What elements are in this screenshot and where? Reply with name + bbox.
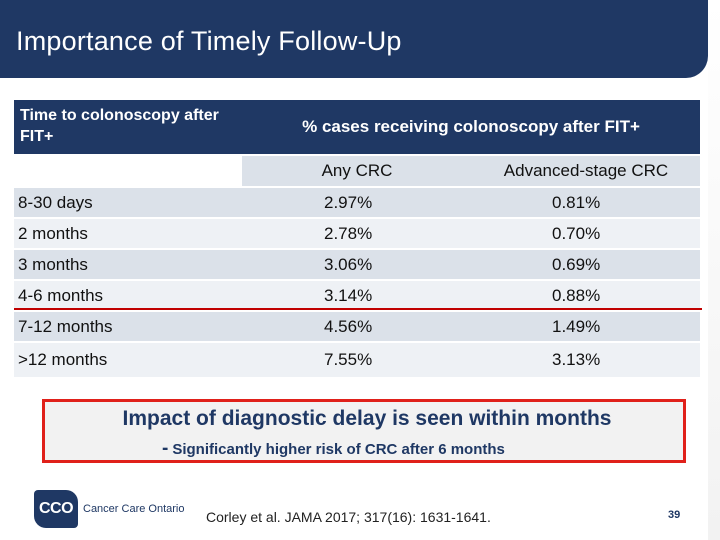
cco-logo-mark: CCO — [34, 490, 78, 528]
header-percent-cases: % cases receiving colonoscopy after FIT+ — [242, 100, 700, 154]
right-edge-strip — [708, 0, 720, 540]
subheader-any-crc: Any CRC — [242, 156, 472, 186]
cco-logo: CCO Cancer Care Ontario — [34, 490, 185, 528]
any-crc-value: 3.06% — [242, 250, 472, 279]
row-label: 2 months — [14, 219, 242, 248]
row-label: 3 months — [14, 250, 242, 279]
row-label: 8-30 days — [14, 188, 242, 217]
table-row: 7-12 months 4.56% 1.49% — [14, 312, 700, 341]
impact-sub-label: Significantly higher risk of CRC after 6… — [172, 441, 505, 458]
advanced-crc-value: 0.81% — [472, 188, 700, 217]
slide-title: Importance of Timely Follow-Up — [16, 26, 402, 56]
table-row: 4-6 months 3.14% 0.88% — [14, 281, 700, 310]
advanced-crc-value: 0.69% — [472, 250, 700, 279]
impact-callout: Impact of diagnostic delay is seen withi… — [42, 399, 686, 463]
impact-sub-text: - Significantly higher risk of CRC after … — [162, 438, 505, 460]
any-crc-value: 2.97% — [242, 188, 472, 217]
row-label: 7-12 months — [14, 312, 242, 341]
any-crc-value: 3.14% — [242, 281, 472, 310]
any-crc-value: 7.55% — [242, 343, 472, 377]
row-label: >12 months — [14, 343, 242, 377]
subheader-blank — [14, 156, 242, 186]
table-row: >12 months 7.55% 3.13% — [14, 343, 700, 377]
table-row: 8-30 days 2.97% 0.81% — [14, 188, 700, 217]
advanced-crc-value: 0.88% — [472, 281, 700, 310]
advanced-crc-value: 3.13% — [472, 343, 700, 377]
follow-up-table: Time to colonoscopy after FIT+ % cases r… — [14, 98, 700, 379]
table-row: 2 months 2.78% 0.70% — [14, 219, 700, 248]
table-subheader-row: Any CRC Advanced-stage CRC — [14, 156, 700, 186]
row-label: 4-6 months — [14, 281, 242, 310]
any-crc-value: 4.56% — [242, 312, 472, 341]
table-row: 3 months 3.06% 0.69% — [14, 250, 700, 279]
table-header-row: Time to colonoscopy after FIT+ % cases r… — [14, 100, 700, 154]
subheader-advanced-crc: Advanced-stage CRC — [472, 156, 700, 186]
any-crc-value: 2.78% — [242, 219, 472, 248]
page-number: 39 — [668, 509, 681, 521]
impact-main-text: Impact of diagnostic delay is seen withi… — [122, 407, 612, 430]
impact-dash: - — [162, 438, 169, 459]
header-time-to-colonoscopy: Time to colonoscopy after FIT+ — [14, 100, 242, 154]
advanced-crc-value: 1.49% — [472, 312, 700, 341]
advanced-crc-value: 0.70% — [472, 219, 700, 248]
six-month-divider-line — [14, 308, 702, 310]
cco-logo-text: Cancer Care Ontario — [83, 503, 185, 515]
citation: Corley et al. JAMA 2017; 317(16): 1631-1… — [206, 509, 491, 525]
title-bar: Importance of Timely Follow-Up — [0, 0, 708, 78]
